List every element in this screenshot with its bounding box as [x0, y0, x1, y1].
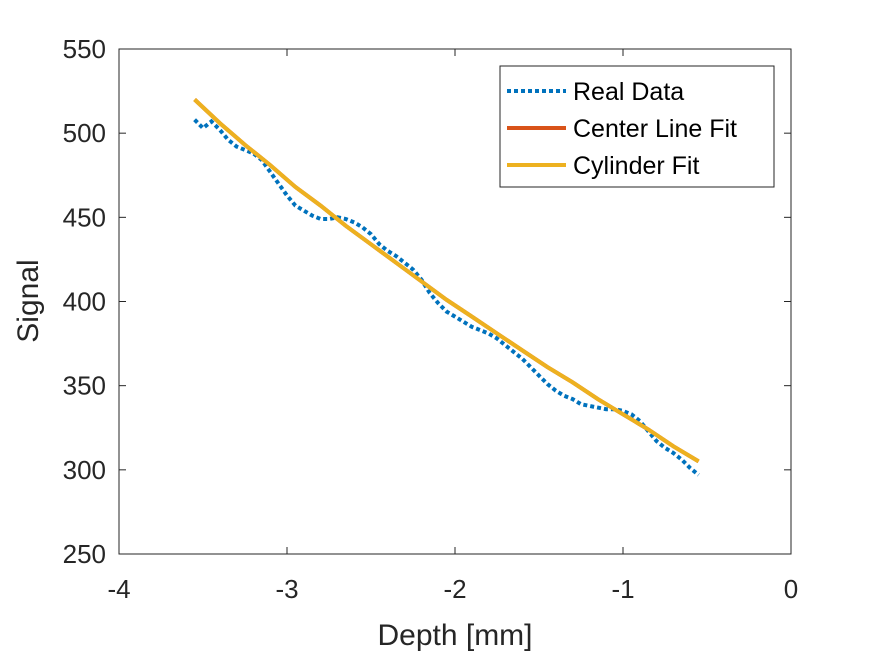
y-tick-label: 350 [63, 371, 106, 401]
x-tick-label: -1 [611, 574, 634, 604]
x-tick-label: 0 [784, 574, 798, 604]
x-axis-label: Depth [mm] [377, 619, 532, 652]
ticks-layer: -4 -3 -2 -1 0 250 300 350 400 450 500 550 [63, 34, 799, 604]
legend-label: Center Line Fit [573, 115, 737, 143]
legend-items: Real Data Center Line Fit Cylinder Fit [507, 78, 737, 180]
x-tick-label: -4 [107, 574, 130, 604]
legend-label: Real Data [573, 78, 684, 106]
series-line-cylinder-fit [193, 98, 700, 464]
x-tick-label: -2 [443, 574, 466, 604]
x-tick-label: -3 [275, 574, 298, 604]
series-layer [193, 98, 700, 477]
y-tick-label: 300 [63, 455, 106, 485]
legend: Real Data Center Line Fit Cylinder Fit [499, 65, 775, 188]
y-tick-label: 500 [63, 118, 106, 148]
y-tick-label: 250 [63, 539, 106, 569]
y-tick-label: 450 [63, 202, 106, 232]
legend-label: Cylinder Fit [573, 152, 699, 180]
y-axis-label: Signal [12, 259, 45, 342]
y-tick-label: 550 [63, 34, 106, 64]
y-tick-label: 400 [63, 287, 106, 317]
